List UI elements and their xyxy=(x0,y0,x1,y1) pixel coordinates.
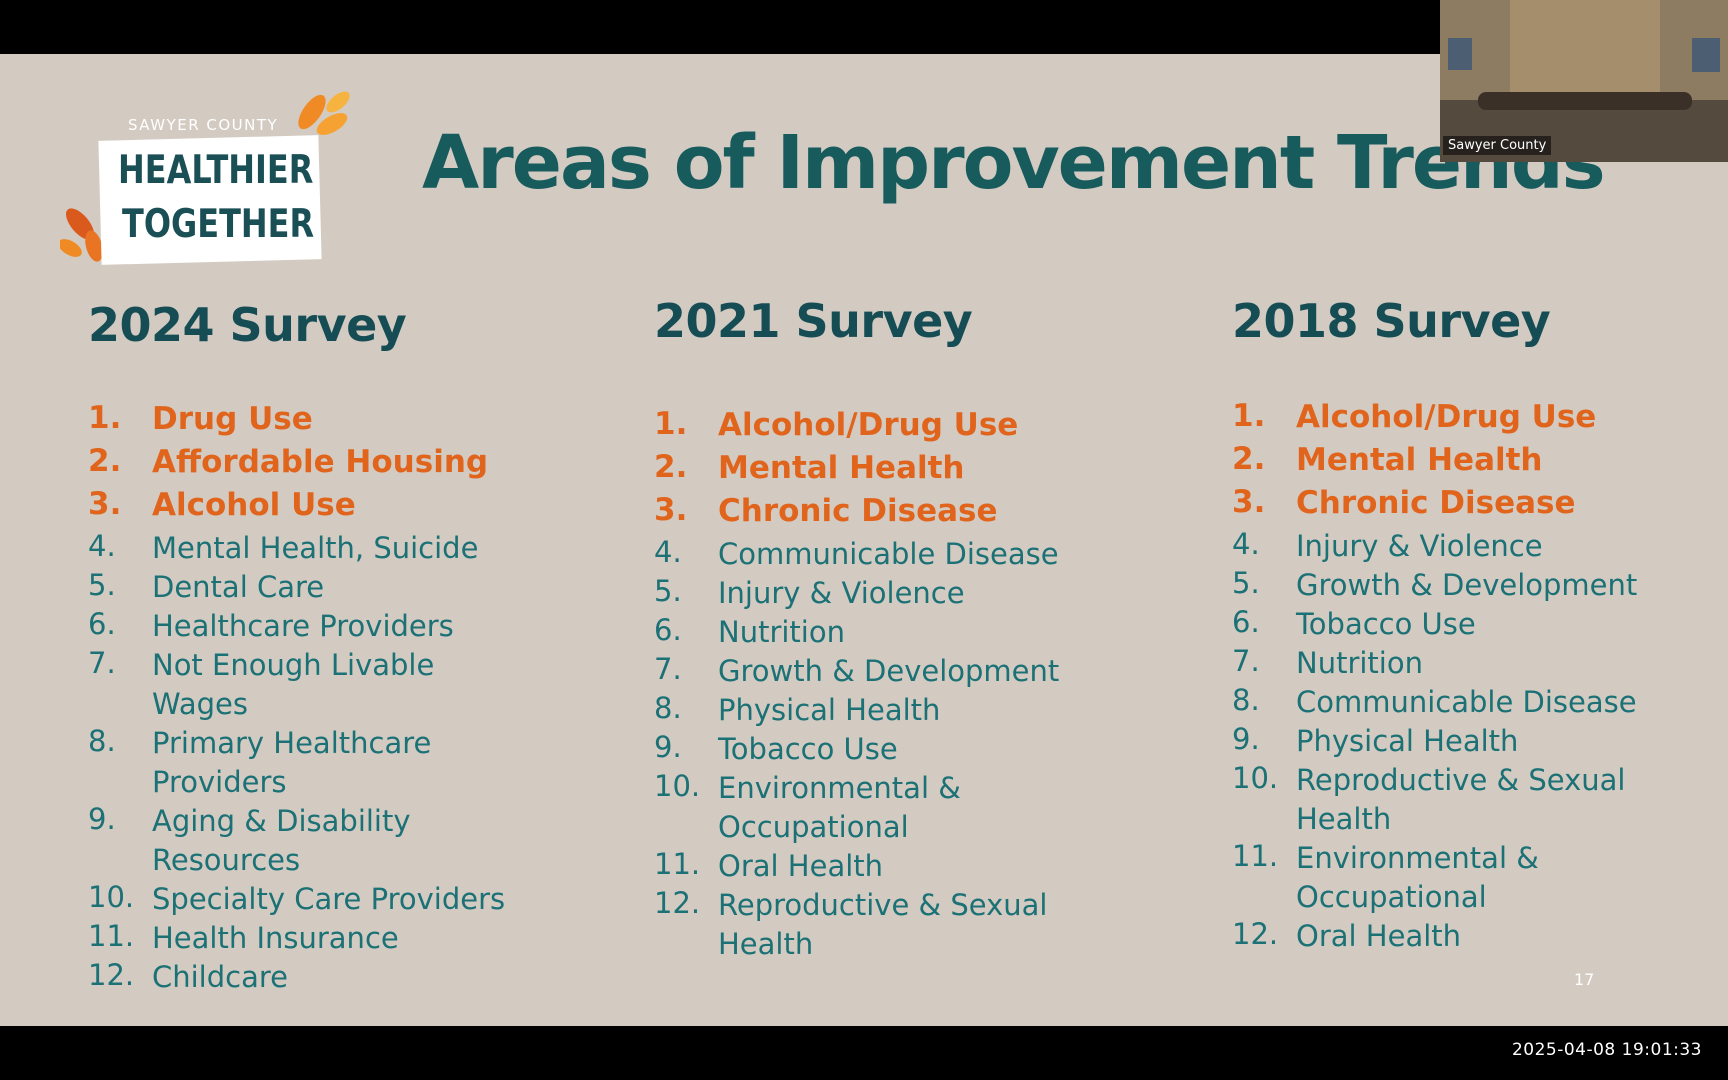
list-item-number: 6. xyxy=(1232,605,1260,639)
list-item-text: Alcohol Use xyxy=(152,487,356,523)
list-item-number: 5. xyxy=(1232,566,1260,600)
list-item-number: 12. xyxy=(1232,917,1279,951)
list-item-text: Specialty Care Providers xyxy=(152,882,506,916)
list-item-number: 5. xyxy=(88,568,116,602)
list-item-number: 1. xyxy=(654,406,688,442)
list-item-number: 3. xyxy=(1232,484,1266,520)
list-item-text-continued: Occupational xyxy=(718,810,909,844)
list-item-text: Chronic Disease xyxy=(1296,485,1576,521)
list-item-number: 4. xyxy=(654,535,682,569)
list-item-text: Alcohol/Drug Use xyxy=(1296,399,1597,435)
list-item-text: Tobacco Use xyxy=(1296,607,1476,641)
list-item-number: 3. xyxy=(88,486,122,522)
list-item-number: 4. xyxy=(1232,527,1260,561)
list-item-number: 2. xyxy=(654,449,688,485)
list-item-text: Nutrition xyxy=(718,615,845,649)
list-item-text: Healthcare Providers xyxy=(152,609,454,643)
list-item-text: Growth & Development xyxy=(718,654,1060,688)
list-item-text-continued: Health xyxy=(1296,802,1392,836)
logo-county-text: SAWYER COUNTY xyxy=(128,116,279,134)
list-item-text: Injury & Violence xyxy=(1296,529,1543,563)
list-item-text-continued: Providers xyxy=(152,765,287,799)
list-item-number: 12. xyxy=(654,886,701,920)
list-item-number: 10. xyxy=(1232,761,1279,795)
list-item-text: Mental Health xyxy=(1296,442,1543,478)
list-item-text: Drug Use xyxy=(152,401,313,437)
survey-heading: 2018 Survey xyxy=(1232,294,1551,348)
video-screen-left xyxy=(1448,38,1472,70)
list-item-number: 9. xyxy=(88,802,116,836)
list-item-number: 2. xyxy=(1232,441,1266,477)
list-item-text: Tobacco Use xyxy=(718,732,898,766)
list-item-number: 9. xyxy=(1232,722,1260,756)
video-table xyxy=(1478,92,1692,110)
list-item-number: 11. xyxy=(88,919,135,953)
list-item-number: 6. xyxy=(88,607,116,641)
list-item-text-continued: Wages xyxy=(152,687,248,721)
list-item-text: Physical Health xyxy=(1296,724,1519,758)
list-item-number: 6. xyxy=(654,613,682,647)
bottom-black-bar: 2025-04-08 19:01:33 xyxy=(0,1026,1728,1080)
list-item-number: 7. xyxy=(88,646,116,680)
list-item-text: Injury & Violence xyxy=(718,576,965,610)
list-item-number: 4. xyxy=(88,529,116,563)
list-item-number: 8. xyxy=(88,724,116,758)
list-item-text: Mental Health, Suicide xyxy=(152,531,479,565)
list-item-text: Not Enough Livable xyxy=(152,648,435,682)
slide-title: Areas of Improvement Trends xyxy=(422,120,1606,206)
list-item-number: 2. xyxy=(88,443,122,479)
list-item-number: 1. xyxy=(1232,398,1266,434)
list-item-number: 8. xyxy=(654,691,682,725)
list-item-number: 9. xyxy=(654,730,682,764)
list-item-number: 5. xyxy=(654,574,682,608)
list-item-text-continued: Resources xyxy=(152,843,301,877)
list-item-text: Mental Health xyxy=(718,450,965,486)
list-item-number: 11. xyxy=(654,847,701,881)
video-thumbnail[interactable]: Sawyer County xyxy=(1440,0,1728,162)
video-wall-center xyxy=(1510,0,1660,100)
list-item-text: Alcohol/Drug Use xyxy=(718,407,1019,443)
list-item-number: 3. xyxy=(654,492,688,528)
list-item-text: Communicable Disease xyxy=(718,537,1059,571)
page-number: 17 xyxy=(1574,970,1595,989)
list-item-text: Affordable Housing xyxy=(152,444,489,480)
list-item-text: Childcare xyxy=(152,960,288,994)
list-item-text: Physical Health xyxy=(718,693,941,727)
list-item-text: Environmental & xyxy=(718,771,961,805)
list-item-number: 1. xyxy=(88,400,122,436)
list-item-number: 7. xyxy=(1232,644,1260,678)
video-participant-label: Sawyer County xyxy=(1443,136,1552,155)
list-item-text: Growth & Development xyxy=(1296,568,1638,602)
list-item-number: 7. xyxy=(654,652,682,686)
list-item-text: Communicable Disease xyxy=(1296,685,1637,719)
list-item-text: Reproductive & Sexual xyxy=(1296,763,1626,797)
leaf-icon xyxy=(60,91,350,262)
survey-heading: 2024 Survey xyxy=(88,298,407,352)
list-item-text: Reproductive & Sexual xyxy=(718,888,1048,922)
list-item-text: Primary Healthcare xyxy=(152,726,432,760)
list-item-text-continued: Health xyxy=(718,927,814,961)
video-screen-right xyxy=(1692,38,1720,72)
logo-together-text: TOGETHER xyxy=(122,202,315,247)
presentation-slide: SAWYER COUNTY HEALTHIER TOGETHER Areas o… xyxy=(0,54,1728,1026)
list-item-number: 8. xyxy=(1232,683,1260,717)
list-item-number: 11. xyxy=(1232,839,1279,873)
list-item-text: Health Insurance xyxy=(152,921,399,955)
list-item-text: Oral Health xyxy=(1296,919,1462,953)
timestamp: 2025-04-08 19:01:33 xyxy=(1511,1040,1702,1060)
list-item-text: Nutrition xyxy=(1296,646,1423,680)
list-item-number: 10. xyxy=(88,880,135,914)
list-item-number: 10. xyxy=(654,769,701,803)
healthier-together-logo: SAWYER COUNTY HEALTHIER TOGETHER xyxy=(60,76,360,276)
list-item-text: Environmental & xyxy=(1296,841,1539,875)
list-item-text-continued: Occupational xyxy=(1296,880,1487,914)
list-item-text: Dental Care xyxy=(152,570,325,604)
logo-healthier-text: HEALTHIER xyxy=(118,148,314,193)
list-item-text: Chronic Disease xyxy=(718,493,998,529)
list-item-number: 12. xyxy=(88,958,135,992)
survey-heading: 2021 Survey xyxy=(654,294,973,348)
list-item-text: Oral Health xyxy=(718,849,884,883)
list-item-text: Aging & Disability xyxy=(152,804,411,838)
